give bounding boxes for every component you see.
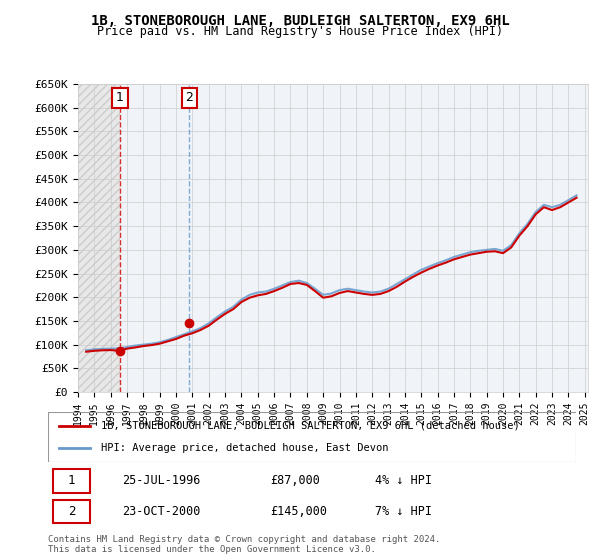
Text: 2: 2	[68, 505, 76, 518]
Text: 23-OCT-2000: 23-OCT-2000	[122, 505, 200, 518]
Text: 1: 1	[68, 474, 76, 487]
Bar	[78, 84, 120, 392]
Bar	[53, 469, 90, 493]
Text: 1B, STONEBOROUGH LANE, BUDLEIGH SALTERTON, EX9 6HL (detached house): 1B, STONEBOROUGH LANE, BUDLEIGH SALTERTO…	[101, 421, 520, 431]
Text: 4% ↓ HPI: 4% ↓ HPI	[376, 474, 433, 487]
Text: £87,000: £87,000	[270, 474, 320, 487]
Text: 7% ↓ HPI: 7% ↓ HPI	[376, 505, 433, 518]
Text: Price paid vs. HM Land Registry's House Price Index (HPI): Price paid vs. HM Land Registry's House …	[97, 25, 503, 38]
Text: 2: 2	[185, 91, 193, 104]
Text: 1: 1	[116, 91, 124, 104]
Bar	[53, 500, 90, 523]
Text: HPI: Average price, detached house, East Devon: HPI: Average price, detached house, East…	[101, 443, 388, 453]
Text: 1B, STONEBOROUGH LANE, BUDLEIGH SALTERTON, EX9 6HL: 1B, STONEBOROUGH LANE, BUDLEIGH SALTERTO…	[91, 14, 509, 28]
Text: £145,000: £145,000	[270, 505, 327, 518]
Text: 25-JUL-1996: 25-JUL-1996	[122, 474, 200, 487]
Text: Contains HM Land Registry data © Crown copyright and database right 2024.
This d: Contains HM Land Registry data © Crown c…	[48, 535, 440, 554]
